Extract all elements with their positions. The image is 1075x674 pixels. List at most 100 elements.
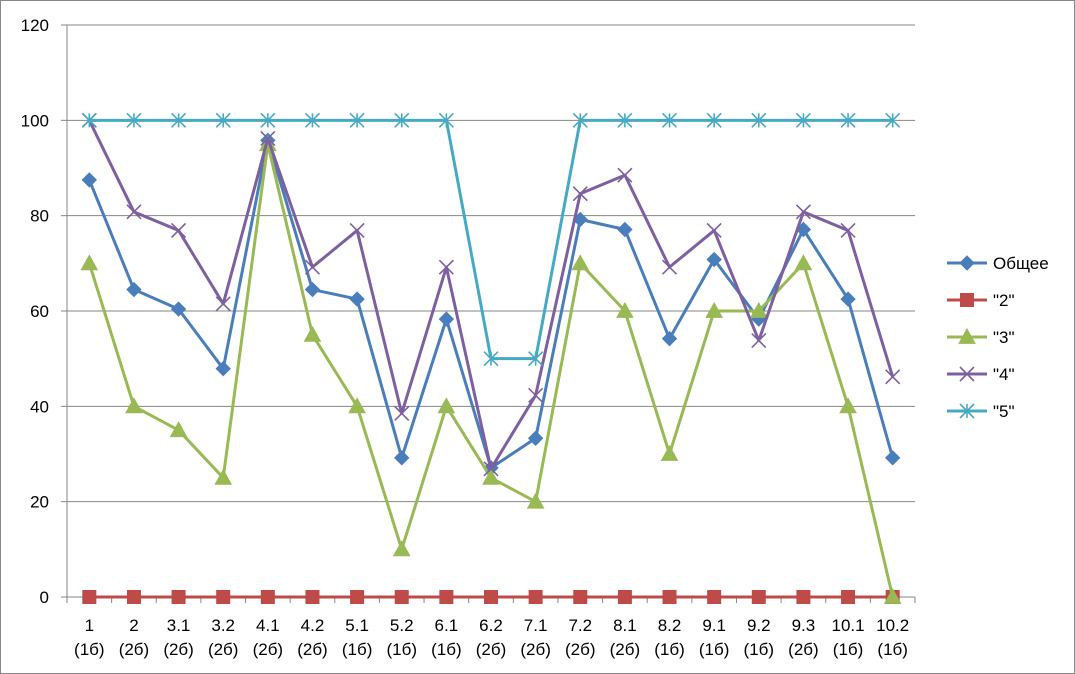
marker-star (438, 112, 454, 128)
legend-item-3: "4" (947, 365, 1015, 384)
marker-diamond (304, 281, 321, 298)
marker-square (707, 590, 722, 604)
x-tick-label-line: (2б) (520, 640, 551, 659)
x-tick-label-line: (2б) (119, 640, 150, 659)
x-tick-label-line: (1б) (431, 640, 462, 659)
legend-label: Общее (993, 254, 1049, 273)
series-0 (81, 132, 901, 476)
marker-square (751, 590, 766, 604)
marker-x (840, 222, 856, 239)
y-tick-100: 100 (21, 111, 49, 130)
marker-square (841, 590, 856, 604)
x-tick-label: 1 (1б) (74, 616, 105, 659)
x-tick-label-line: (2б) (788, 640, 819, 659)
marker-star (260, 112, 276, 128)
x-tick-label-line: (2б) (476, 640, 507, 659)
marker-triangle (839, 397, 857, 414)
marker-x (215, 296, 231, 312)
marker-triangle (169, 421, 188, 438)
x-tick-label-line: (2б) (208, 640, 239, 659)
marker-triangle (125, 397, 143, 414)
legend-item-1: "2" (947, 291, 1015, 310)
marker-triangle (749, 301, 768, 318)
x-tick-label-line: 7.1 (524, 616, 548, 635)
marker-square (394, 590, 409, 604)
legend-label: "3" (993, 328, 1015, 347)
x-tick-label-line: 10.2 (876, 616, 909, 635)
marker-triangle (794, 254, 813, 271)
x-tick-label: 10.2 (1б) (876, 616, 909, 659)
marker-star (885, 112, 901, 128)
marker-x (706, 222, 722, 239)
marker-diamond (959, 255, 975, 271)
x-tick-label-line: 5.1 (345, 616, 369, 635)
x-tick-label-line: (2б) (253, 640, 284, 659)
marker-star (706, 112, 722, 128)
legend-label: "4" (993, 365, 1015, 384)
x-tick-label-line: (1б) (342, 640, 373, 659)
marker-square (528, 590, 543, 604)
marker-triangle (958, 327, 976, 344)
plot-series (80, 112, 902, 604)
x-tick-label-line: (2б) (297, 640, 328, 659)
marker-x (483, 461, 499, 477)
series-line-2 (87, 142, 895, 598)
marker-square (617, 590, 632, 604)
marker-x (885, 369, 901, 385)
marker-star (572, 112, 588, 128)
x-tick-label: 9.2 (1б) (744, 616, 775, 659)
x-tick-label-line: 5.2 (390, 616, 414, 635)
legend-label: "2" (993, 291, 1015, 310)
x-tick-label-line: 2 (129, 616, 138, 635)
marker-triangle (616, 301, 634, 318)
marker-star (349, 112, 365, 128)
legend-item-0: Общее (947, 254, 1049, 273)
y-tick-0: 0 (40, 588, 49, 607)
marker-star (126, 112, 142, 128)
x-tick-label-line: (1б) (699, 640, 730, 659)
x-tick-label: 5.2 (1б) (386, 616, 417, 659)
y-tick-60: 60 (30, 302, 49, 321)
marker-triangle (392, 540, 411, 557)
marker-square (960, 293, 974, 307)
x-tick-label: 4.1 (2б) (253, 616, 284, 659)
marker-star (81, 112, 97, 128)
x-tick-label: 8.2 (1б) (654, 616, 685, 659)
marker-x (438, 259, 454, 275)
marker-triangle (348, 397, 366, 414)
marker-star (795, 112, 811, 128)
marker-triangle (437, 397, 456, 414)
x-tick-label: 10.1 (1б) (832, 616, 865, 659)
x-tick-label-line: 3.2 (211, 616, 235, 635)
marker-x (795, 204, 811, 220)
marker-square (484, 590, 498, 604)
series-1 (82, 590, 900, 604)
y-tick-120: 120 (21, 16, 49, 35)
x-tick-label-line: 3.1 (167, 616, 191, 635)
x-tick-label-line: 8.2 (658, 616, 682, 635)
x-tick-label-line: 6.1 (435, 616, 459, 635)
marker-diamond (884, 450, 901, 466)
y-tick-80: 80 (30, 207, 49, 226)
marker-square (82, 590, 97, 604)
marker-x (528, 387, 544, 403)
marker-square (171, 590, 186, 604)
axes (61, 24, 916, 603)
x-tick-label-line: 4.1 (256, 616, 280, 635)
marker-diamond (617, 221, 633, 238)
marker-triangle (571, 254, 590, 271)
y-tick-40: 40 (30, 397, 49, 416)
y-tick-20: 20 (30, 493, 49, 512)
marker-square (350, 590, 365, 604)
marker-star (661, 112, 678, 128)
legend-item-2: "3" (947, 327, 1015, 347)
marker-square (126, 590, 141, 604)
marker-star (483, 351, 499, 367)
series-4 (81, 112, 901, 367)
marker-x (126, 204, 142, 220)
x-tick-label: 6.1 (1б) (431, 616, 462, 659)
marker-x (959, 366, 975, 382)
marker-star (171, 112, 187, 128)
